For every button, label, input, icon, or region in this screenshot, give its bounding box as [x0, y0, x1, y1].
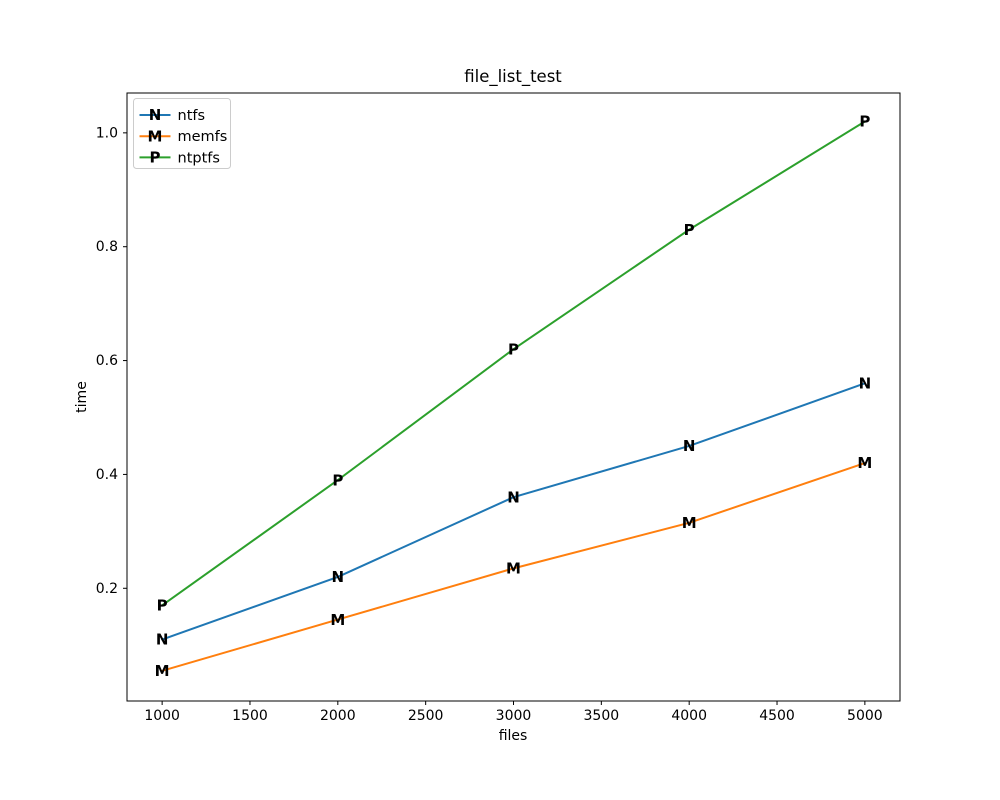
- marker-memfs-icon: M: [857, 454, 872, 472]
- legend-marker-memfs-icon: M: [148, 127, 163, 145]
- legend-label-ntfs: ntfs: [178, 108, 206, 124]
- y-axis-label: time: [74, 381, 90, 413]
- legend-label-memfs: memfs: [178, 129, 228, 145]
- marker-ntfs-icon: N: [332, 568, 345, 586]
- y-tick-label: 0.8: [96, 239, 118, 255]
- marker-memfs-icon: M: [330, 611, 345, 629]
- marker-ntfs-icon: N: [683, 437, 696, 455]
- marker-ntptfs-icon: P: [684, 221, 695, 239]
- x-axis-label: files: [499, 728, 528, 744]
- marker-memfs-icon: M: [506, 560, 521, 578]
- series-line-memfs: [161, 462, 866, 672]
- plot-area: 1000 1500 2000 2500 3000 3500 4000 4500 5000 0.2 0…: [96, 92, 901, 724]
- x-tick-label: 1000: [144, 708, 180, 724]
- x-tick-label: 2500: [408, 708, 444, 724]
- marker-ntfs-icon: N: [156, 631, 169, 649]
- marker-ntptfs-icon: P: [332, 471, 343, 489]
- x-tick-label: 1500: [232, 708, 268, 724]
- y-tick-label: 0.4: [96, 467, 118, 483]
- y-tick-label: 0.2: [96, 581, 118, 597]
- marker-ntptfs-icon: P: [508, 340, 519, 358]
- y-tick-label: 1.0: [96, 125, 118, 141]
- x-tick-label: 2000: [320, 708, 356, 724]
- legend-marker-ntfs-icon: N: [149, 106, 162, 124]
- series-line-ntfs: [161, 382, 866, 641]
- x-tick-label: 5000: [847, 708, 883, 724]
- chart-title: file_list_test: [464, 67, 562, 87]
- marker-ntptfs-icon: P: [157, 597, 168, 615]
- x-tick-label: 3000: [496, 708, 532, 724]
- x-tick-label: 3500: [584, 708, 620, 724]
- x-tick-label: 4500: [759, 708, 795, 724]
- y-tick-label: 0.6: [96, 353, 118, 369]
- series-line-ntptfs: [161, 120, 866, 607]
- marker-memfs-icon: M: [682, 514, 697, 532]
- marker-memfs-icon: M: [155, 662, 170, 680]
- marker-ntfs-icon: N: [859, 375, 872, 393]
- axes-spines: [126, 92, 901, 702]
- marker-ntfs-icon: N: [507, 488, 520, 506]
- marker-ntptfs-icon: P: [859, 113, 870, 131]
- legend-label-ntptfs: ntptfs: [178, 150, 220, 166]
- x-tick-label: 4000: [671, 708, 707, 724]
- legend-marker-ntptfs-icon: P: [150, 149, 161, 167]
